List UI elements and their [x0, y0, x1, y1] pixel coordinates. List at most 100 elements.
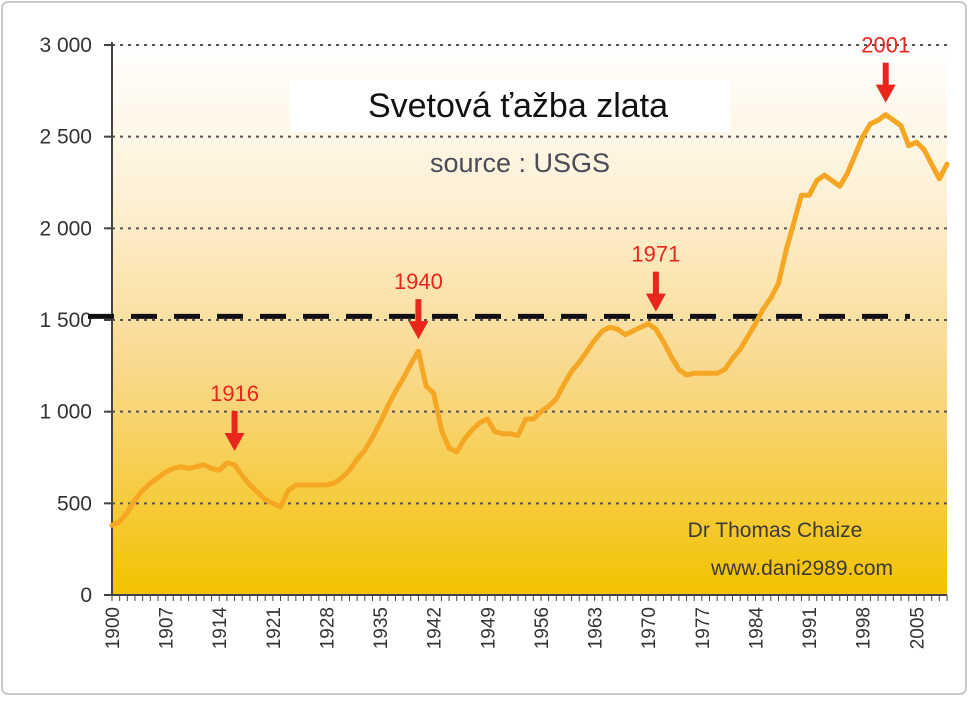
data-point	[517, 435, 519, 436]
data-point	[709, 372, 710, 374]
data-point	[624, 334, 626, 336]
data-point	[778, 282, 779, 284]
data-point	[762, 308, 764, 310]
data-point	[862, 136, 864, 138]
data-point	[908, 145, 910, 147]
data-point	[923, 149, 925, 150]
data-point	[609, 326, 611, 328]
annotation-label: 1940	[394, 269, 443, 294]
data-point	[877, 119, 879, 121]
arrow-down-icon	[875, 84, 896, 103]
data-point	[900, 125, 902, 127]
annotation-label: 2001	[861, 33, 910, 58]
data-point	[839, 185, 841, 187]
data-point	[203, 464, 205, 466]
data-point	[364, 449, 366, 451]
data-point	[394, 391, 396, 392]
data-point	[785, 249, 787, 251]
x-tick-label: 1956	[532, 607, 553, 649]
data-point	[509, 433, 511, 435]
data-point	[303, 484, 304, 486]
data-point	[287, 490, 289, 491]
data-point	[831, 180, 833, 182]
series-layer	[109, 112, 950, 528]
data-point	[356, 458, 358, 460]
y-tick-label: 2 000	[39, 217, 92, 240]
data-point	[854, 154, 856, 156]
data-point	[747, 336, 749, 337]
data-point	[249, 484, 251, 486]
data-point	[502, 433, 504, 435]
data-point	[555, 398, 557, 400]
data-point	[938, 178, 940, 180]
grid-lines	[112, 44, 947, 505]
x-tick-label: 1921	[264, 607, 285, 649]
data-point	[632, 330, 634, 332]
data-point	[379, 422, 381, 424]
data-point	[119, 521, 121, 523]
data-point	[195, 466, 197, 468]
data-point	[816, 180, 818, 182]
annotation-2001: 2001	[861, 33, 910, 103]
data-point	[946, 163, 948, 165]
data-point	[326, 484, 327, 486]
data-point	[755, 323, 756, 325]
data-point	[433, 392, 435, 394]
x-tick-label: 1935	[371, 607, 392, 649]
data-point	[402, 378, 404, 380]
x-tick-label: 1907	[157, 607, 178, 649]
data-point	[456, 451, 458, 453]
data-point	[272, 502, 274, 504]
data-point	[678, 369, 680, 370]
data-point	[341, 477, 343, 479]
data-point	[693, 372, 695, 374]
data-point	[770, 297, 772, 299]
title-box	[290, 80, 730, 132]
data-point	[257, 491, 259, 493]
data-point	[823, 174, 825, 176]
data-point	[892, 119, 894, 121]
data-point	[149, 482, 151, 484]
series-line-0	[109, 112, 950, 528]
y-tick-label: 0	[80, 584, 92, 607]
data-point	[234, 464, 236, 466]
data-point	[241, 475, 243, 477]
data-point	[586, 350, 588, 352]
data-point	[571, 370, 573, 372]
data-point	[532, 418, 534, 420]
annotation-1940: 1940	[394, 269, 443, 340]
data-point	[111, 524, 113, 526]
data-point	[180, 466, 182, 468]
data-point	[732, 358, 733, 359]
data-point	[211, 468, 213, 469]
data-point	[372, 436, 373, 438]
data-point	[540, 411, 542, 413]
annotation-label: 1916	[210, 381, 259, 406]
data-point	[333, 482, 335, 484]
axes: 0 500 1 000 1 500 2 000 2 500 3 000 1900 1907 191…	[39, 34, 948, 649]
data-point	[134, 499, 136, 501]
arrow-down-icon	[408, 321, 429, 340]
data-point	[885, 114, 887, 116]
data-point	[808, 194, 810, 196]
data-point	[663, 341, 665, 343]
data-point	[601, 330, 603, 332]
annotation-1916: 1916	[210, 381, 259, 451]
data-point	[471, 429, 473, 431]
chart-subtitle: source : USGS	[430, 148, 610, 178]
data-point	[486, 418, 488, 420]
data-point	[142, 490, 144, 491]
data-point	[640, 326, 642, 328]
annotation-label: 1971	[631, 242, 680, 267]
data-point	[218, 469, 220, 471]
y-tick-label: 1 500	[39, 309, 92, 332]
data-point	[157, 477, 159, 479]
data-point	[617, 328, 619, 330]
chart-title: Svetová ťažba zlata	[368, 87, 668, 125]
data-point	[578, 361, 580, 363]
data-point	[126, 512, 128, 513]
data-point	[647, 323, 649, 325]
y-tick-label: 500	[57, 492, 92, 515]
